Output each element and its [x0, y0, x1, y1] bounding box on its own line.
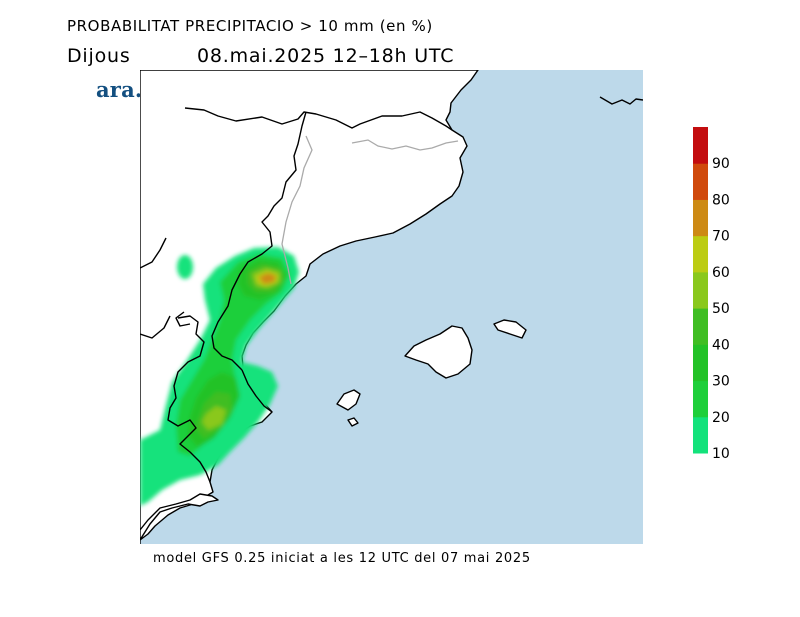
region-border [599, 96, 643, 105]
region-border [140, 315, 171, 339]
legend-tick-label: 10 [712, 446, 730, 462]
region-border [140, 237, 167, 269]
model-run-info: model GFS 0.25 iniciat a les 12 UTC del … [153, 551, 531, 566]
political-border [351, 139, 459, 151]
region-border [175, 311, 191, 327]
forecast-datetime: 08.mai.2025 12–18h UTC [197, 45, 455, 67]
region-border [211, 111, 307, 371]
map-title: PROBABILITAT PRECIPITACIO > 10 mm (en %) [67, 17, 433, 35]
island-ibiza [336, 389, 361, 411]
legend-swatch-10 [693, 416, 708, 454]
north-africa [140, 493, 219, 544]
legend-swatch-20 [693, 380, 708, 418]
legend-swatch-80 [693, 163, 708, 200]
legend-swatch-30 [693, 344, 708, 382]
legend-swatch-60 [693, 235, 708, 273]
island-menorca [493, 319, 527, 339]
legend-swatch-90 [693, 127, 708, 164]
precipitation-legend: 10 20 30 40 50 60 70 80 90 [693, 127, 730, 462]
island-mallorca [404, 325, 473, 379]
legend-tick-label: 50 [712, 301, 730, 317]
legend-tick-label: 80 [712, 192, 730, 208]
legend-tick-label: 60 [712, 265, 730, 281]
legend-tick-label: 40 [712, 337, 730, 353]
region-border [241, 369, 273, 413]
region-border [184, 107, 453, 131]
legend-swatch-50 [693, 271, 708, 309]
legend-tick-label: 90 [712, 156, 730, 172]
legend-swatch-70 [693, 199, 708, 237]
precipitation-fill [140, 247, 299, 506]
island-formentera [347, 417, 359, 427]
legend-tick-label: 70 [712, 229, 730, 245]
forecast-day: Dijous [67, 45, 131, 67]
political-border [281, 135, 313, 285]
legend-swatch-40 [693, 308, 708, 345]
legend-tick-label: 30 [712, 374, 730, 390]
legend-tick-label: 20 [712, 410, 730, 426]
region-border [167, 315, 211, 483]
